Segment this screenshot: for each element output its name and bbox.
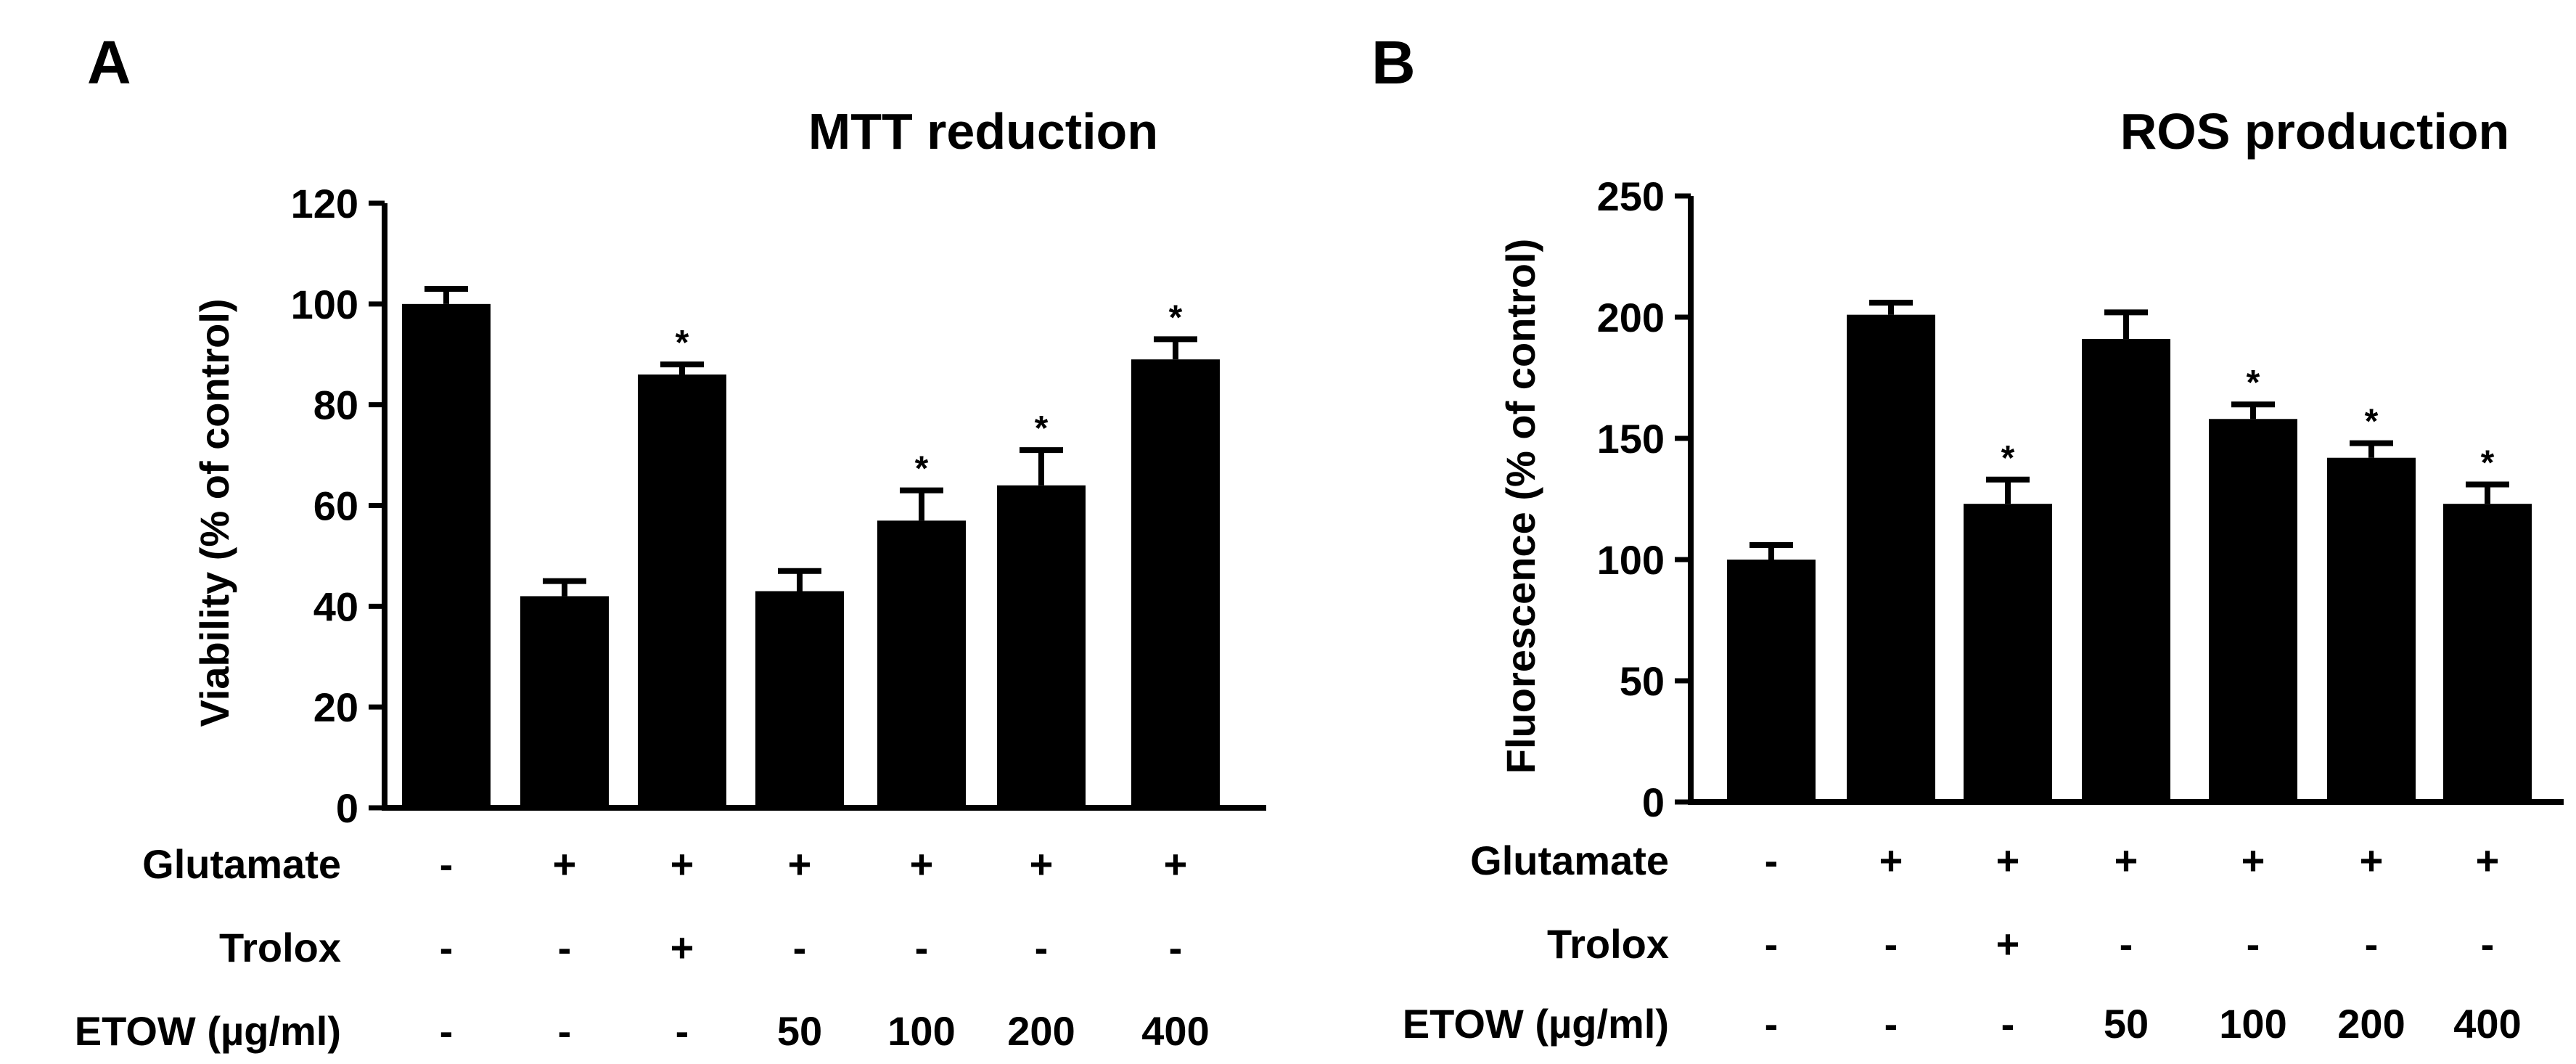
panel-a-condition-value: - (915, 925, 929, 970)
panel-b-condition-value: - (2247, 921, 2260, 967)
panel-b-condition-value: + (1996, 838, 2020, 883)
panel-b-condition-value: + (1996, 921, 2020, 967)
panel-b-significance-marker: * (2481, 443, 2495, 482)
panel-a-condition-value: + (1164, 841, 1188, 887)
panel-a-significance-marker: * (676, 324, 689, 362)
panel-b-condition-value: - (1765, 1001, 1779, 1047)
panel-b-condition-value: 400 (2453, 1001, 2521, 1047)
panel-a-condition-value: - (676, 1008, 689, 1054)
panel-b-letter: B (1371, 28, 1416, 97)
panel-a-y-tick-label: 60 (313, 483, 358, 529)
panel-b-condition-value: + (1879, 838, 1903, 883)
panel-b-condition-value: 100 (2219, 1001, 2286, 1047)
panel-b-bar (2209, 419, 2297, 802)
panel-a-condition-value: - (1035, 925, 1049, 970)
panel-a-y-tick-label: 0 (336, 785, 358, 831)
panel-b-y-tick-label: 100 (1597, 537, 1665, 583)
panel-b-condition-label: ETOW (µg/ml) (1403, 1001, 1669, 1047)
panel-a-y-tick-label: 20 (313, 684, 358, 730)
panel-a-y-tick-label: 120 (291, 181, 358, 226)
panel-b-condition-value: - (1765, 921, 1779, 967)
panel-a-condition-value: - (1169, 925, 1183, 970)
panel-b-condition-value: 50 (2104, 1001, 2149, 1047)
panel-b-bar (2082, 339, 2170, 802)
panel-a-bar (402, 303, 491, 808)
panel-a-significance-marker: * (1035, 409, 1049, 448)
panel-b-condition-value: - (1884, 921, 1898, 967)
panel-a-bar (997, 485, 1086, 808)
panel-a-condition-value: 50 (777, 1008, 822, 1054)
panel-a-condition-value: - (558, 925, 572, 970)
panel-a-y-tick-label: 100 (291, 282, 358, 327)
panel-a-bar (755, 591, 844, 808)
panel-a-condition-value: - (793, 925, 807, 970)
panel-b-condition-value: - (2365, 921, 2379, 967)
panel-b-y-tick-label: 250 (1597, 173, 1665, 219)
panel-a-bar (638, 375, 726, 808)
panel-a-condition-value: + (670, 841, 694, 887)
panel-b-condition-value: - (2481, 921, 2495, 967)
panel-a-letter: A (87, 28, 131, 97)
panel-a-condition-value: - (440, 841, 454, 887)
panel-a-significance-marker: * (1169, 298, 1183, 337)
panel-a-condition-value: 200 (1007, 1008, 1075, 1054)
panel-a-condition-label: Trolox (219, 925, 341, 970)
panel-a-condition-label: Glutamate (142, 841, 341, 887)
panel-a-condition-value: 100 (887, 1008, 955, 1054)
panel-b-y-tick-label: 150 (1597, 416, 1665, 462)
panel-a-significance-marker: * (915, 450, 929, 488)
panel-b-bar (2327, 457, 2416, 802)
panel-b-condition-label: Glutamate (1470, 838, 1669, 883)
panel-b-significance-marker: * (2247, 364, 2260, 402)
panel-a-y-tick-label: 80 (313, 382, 358, 428)
panel-b-bar (1727, 560, 1816, 802)
panel-a-condition-label: ETOW (µg/ml) (75, 1008, 341, 1054)
panel-a-bar (877, 520, 966, 808)
panel-b-condition-value: - (2001, 1001, 2015, 1047)
panel-a-bar (520, 596, 609, 808)
panel-b-y-tick-label: 200 (1597, 295, 1665, 340)
panel-a-y-tick-label: 40 (313, 584, 358, 629)
panel-b-condition-value: + (2241, 838, 2265, 883)
panel-b-condition-value: + (2476, 838, 2500, 883)
panel-b-y-tick-label: 50 (1620, 658, 1665, 704)
panel-b-condition-value: - (1884, 1001, 1898, 1047)
panel-a-title: MTT reduction (808, 103, 1158, 160)
panel-a-condition-value: + (910, 841, 934, 887)
panel-b-condition-label: Trolox (1547, 921, 1669, 967)
panel-a-bar (1131, 359, 1220, 809)
panel-b-bar (2443, 504, 2532, 802)
panel-a-condition-value: + (553, 841, 577, 887)
panel-b-bar (1847, 314, 1935, 802)
panel-a-condition-value: - (440, 1008, 454, 1054)
panel-a-condition-value: - (558, 1008, 572, 1054)
panel-a-condition-value: + (670, 925, 694, 970)
panel-b-condition-value: + (2360, 838, 2384, 883)
panel-b-condition-value: 200 (2337, 1001, 2405, 1047)
panel-b-y-axis-label: Fluorescence (% of control) (1498, 239, 1543, 774)
panel-a-y-axis-label: Viability (% of control) (192, 298, 237, 727)
panel-a-condition-value: 400 (1141, 1008, 1209, 1054)
panel-a-condition-value: + (1030, 841, 1054, 887)
panel-b-significance-marker: * (2001, 439, 2015, 478)
panel-b-condition-value: - (1765, 838, 1779, 883)
panel-b-y-tick-label: 0 (1642, 779, 1665, 825)
panel-b-condition-value: - (2120, 921, 2133, 967)
panel-b-title: ROS production (2120, 103, 2510, 160)
panel-b-condition-value: + (2114, 838, 2138, 883)
panel-a-condition-value: - (440, 925, 454, 970)
panel-b-significance-marker: * (2365, 403, 2379, 441)
panel-b-bar (1964, 504, 2052, 802)
panel-a-condition-value: + (788, 841, 812, 887)
